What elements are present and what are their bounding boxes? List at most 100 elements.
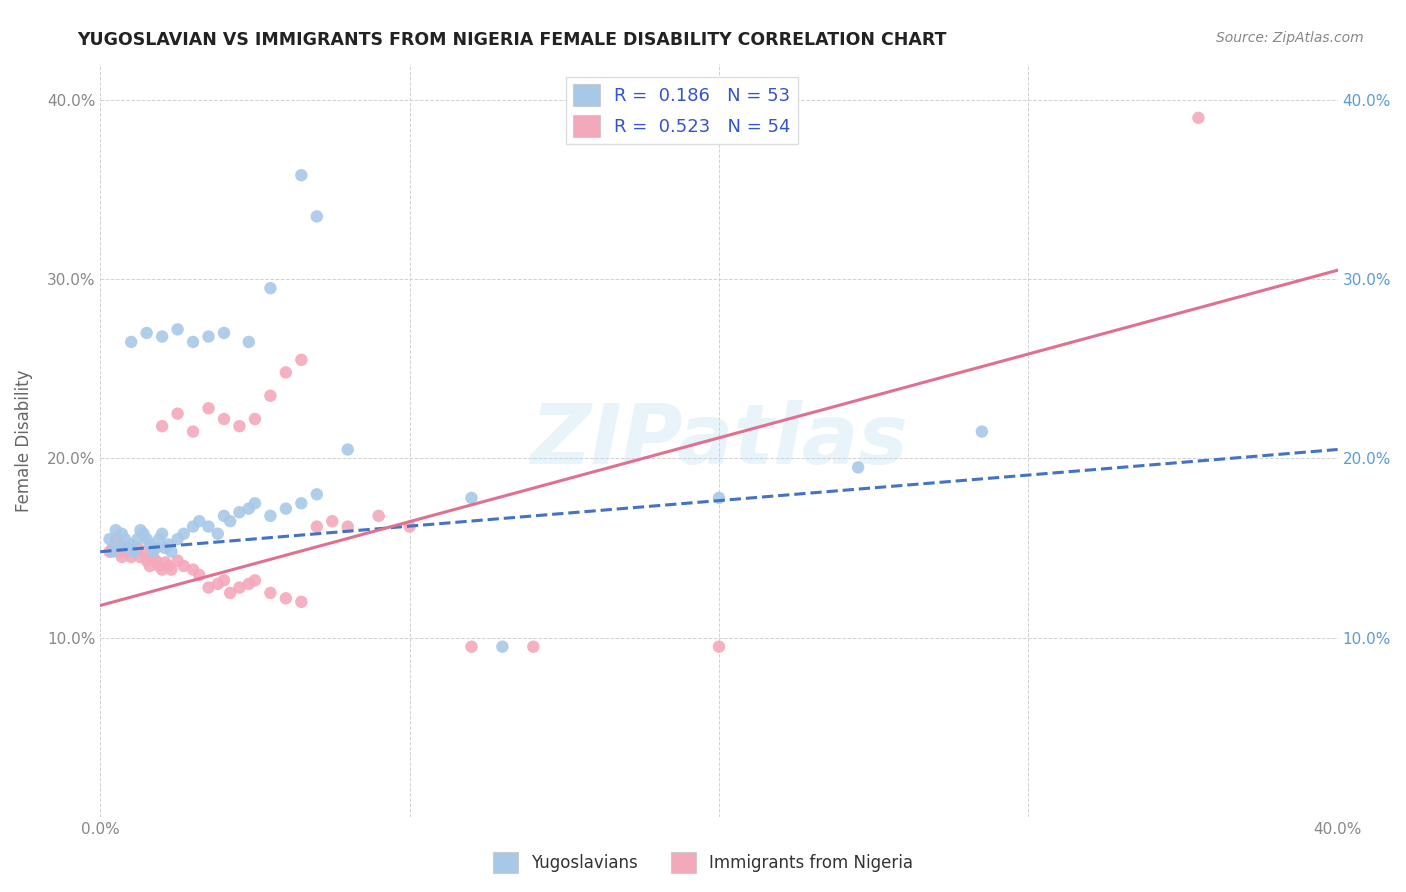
- Point: [139, 537, 162, 551]
- Point: [238, 577, 260, 591]
- Point: [197, 401, 219, 416]
- Point: [197, 329, 219, 343]
- Point: [321, 514, 343, 528]
- Point: [305, 519, 328, 533]
- Point: [207, 577, 229, 591]
- Point: [1187, 111, 1209, 125]
- Point: [155, 541, 177, 555]
- Point: [124, 544, 146, 558]
- Point: [228, 505, 250, 519]
- Point: [212, 508, 235, 523]
- Point: [274, 591, 297, 606]
- Point: [305, 210, 328, 224]
- Point: [243, 496, 266, 510]
- Point: [197, 519, 219, 533]
- Point: [197, 581, 219, 595]
- Point: [124, 544, 146, 558]
- Point: [104, 523, 127, 537]
- Point: [173, 559, 195, 574]
- Point: [970, 425, 993, 439]
- Point: [181, 425, 204, 439]
- Point: [290, 168, 312, 182]
- Point: [127, 532, 149, 546]
- Point: [274, 501, 297, 516]
- Point: [135, 532, 157, 546]
- Point: [135, 326, 157, 340]
- Point: [259, 281, 281, 295]
- Point: [98, 544, 121, 558]
- Point: [259, 586, 281, 600]
- Point: [157, 537, 180, 551]
- Point: [207, 526, 229, 541]
- Text: Source: ZipAtlas.com: Source: ZipAtlas.com: [1216, 31, 1364, 45]
- Point: [238, 501, 260, 516]
- Y-axis label: Female Disability: Female Disability: [15, 369, 32, 512]
- Text: ZIPatlas: ZIPatlas: [530, 400, 908, 481]
- Point: [117, 544, 139, 558]
- Point: [188, 568, 211, 582]
- Point: [166, 554, 188, 568]
- Point: [135, 554, 157, 568]
- Point: [228, 419, 250, 434]
- Point: [129, 550, 152, 565]
- Point: [274, 365, 297, 379]
- Point: [166, 322, 188, 336]
- Point: [101, 541, 124, 555]
- Point: [181, 519, 204, 533]
- Point: [243, 412, 266, 426]
- Point: [212, 412, 235, 426]
- Point: [145, 554, 167, 568]
- Point: [219, 586, 242, 600]
- Point: [290, 595, 312, 609]
- Point: [367, 508, 389, 523]
- Point: [108, 544, 131, 558]
- Point: [160, 563, 183, 577]
- Point: [238, 334, 260, 349]
- Point: [114, 532, 136, 546]
- Point: [212, 574, 235, 588]
- Point: [398, 519, 420, 533]
- Point: [336, 442, 359, 457]
- Point: [150, 526, 173, 541]
- Point: [111, 526, 134, 541]
- Point: [129, 523, 152, 537]
- Point: [132, 544, 155, 558]
- Point: [212, 326, 235, 340]
- Point: [166, 407, 188, 421]
- Point: [148, 559, 170, 574]
- Point: [101, 544, 124, 558]
- Point: [259, 508, 281, 523]
- Point: [846, 460, 869, 475]
- Point: [181, 334, 204, 349]
- Point: [155, 556, 177, 570]
- Point: [522, 640, 544, 654]
- Point: [243, 574, 266, 588]
- Point: [336, 519, 359, 533]
- Legend: Yugoslavians, Immigrants from Nigeria: Yugoslavians, Immigrants from Nigeria: [486, 846, 920, 880]
- Point: [120, 334, 142, 349]
- Point: [166, 532, 188, 546]
- Point: [127, 541, 149, 555]
- Point: [290, 496, 312, 510]
- Point: [150, 419, 173, 434]
- Point: [132, 526, 155, 541]
- Point: [173, 526, 195, 541]
- Point: [160, 544, 183, 558]
- Point: [117, 541, 139, 555]
- Point: [157, 559, 180, 574]
- Point: [460, 640, 482, 654]
- Point: [104, 532, 127, 546]
- Point: [290, 352, 312, 367]
- Legend: R =  0.186   N = 53, R =  0.523   N = 54: R = 0.186 N = 53, R = 0.523 N = 54: [565, 77, 799, 145]
- Point: [111, 550, 134, 565]
- Point: [145, 541, 167, 555]
- Point: [150, 563, 173, 577]
- Point: [142, 550, 165, 565]
- Point: [707, 640, 730, 654]
- Point: [120, 537, 142, 551]
- Point: [228, 581, 250, 595]
- Point: [460, 491, 482, 505]
- Point: [120, 550, 142, 565]
- Point: [707, 491, 730, 505]
- Point: [305, 487, 328, 501]
